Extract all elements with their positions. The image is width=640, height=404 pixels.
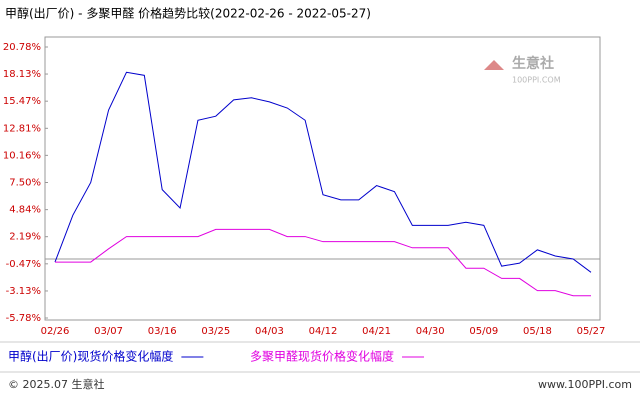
y-tick-label: 12.81%: [3, 123, 41, 134]
x-tick-label: 03/16: [148, 326, 177, 337]
watermark-logo: [484, 60, 504, 70]
series-line: [55, 228, 591, 297]
y-tick-label: -0.47%: [6, 259, 41, 270]
y-tick-label: 15.47%: [3, 96, 41, 107]
series-line: [54, 71, 592, 273]
legend-label: 多聚甲醛现货价格变化幅度: [250, 349, 394, 364]
y-tick-label: 18.13%: [3, 69, 41, 80]
x-tick-label: 04/21: [362, 326, 391, 337]
x-tick-label: 03/25: [201, 326, 230, 337]
watermark-name: 生意社: [512, 55, 554, 72]
x-tick-label: 05/18: [523, 326, 552, 337]
chart-title: 甲醇(出厂价) - 多聚甲醛 价格趋势比较(2022-02-26 - 2022-…: [5, 6, 371, 21]
x-tick-label: 04/30: [416, 326, 445, 337]
x-tick-label: 05/09: [469, 326, 498, 337]
y-tick-label: -5.78%: [6, 313, 41, 324]
x-tick-label: 04/12: [309, 326, 338, 337]
footer-right: www.100PPI.com: [538, 378, 632, 391]
plot-frame: [44, 36, 601, 321]
footer-left: © 2025.07 生意社: [8, 377, 104, 391]
x-tick-label: 03/07: [94, 326, 123, 337]
y-tick-label: 10.16%: [3, 150, 41, 161]
watermark-site: 100PPI.COM: [512, 76, 561, 85]
y-tick-label: -3.13%: [6, 286, 41, 297]
y-tick-label: 20.78%: [3, 42, 41, 53]
x-tick-label: 02/26: [41, 326, 70, 337]
y-tick-label: 4.84%: [9, 205, 41, 216]
x-tick-label: 05/27: [577, 326, 606, 337]
y-tick-label: 7.50%: [9, 178, 41, 189]
x-tick-label: 04/03: [255, 326, 284, 337]
legend-label: 甲醇(出厂价)现货价格变化幅度: [8, 349, 173, 364]
y-tick-label: 2.19%: [9, 232, 41, 243]
